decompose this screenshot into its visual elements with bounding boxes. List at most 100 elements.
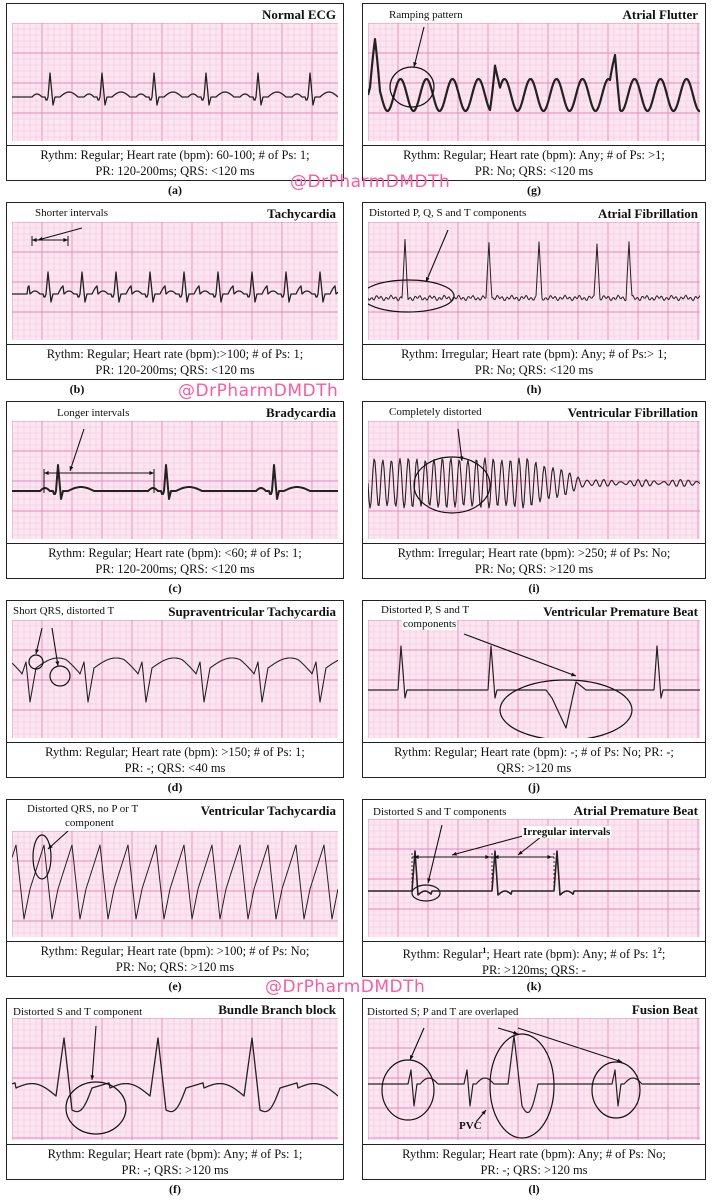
panel-c-bradycardia: Bradycardia Longer intervals Rythm: Regu… bbox=[6, 401, 344, 597]
panel-k-footnote-2: 2 bbox=[657, 946, 662, 955]
panel-j-annotation-line1: Distorted P, S and T bbox=[380, 604, 471, 616]
panel-k-caption-line1: Rythm: Regular1; Heart rate (bpm): Any; … bbox=[362, 943, 706, 962]
ecg-strip-l bbox=[368, 1018, 700, 1140]
grid-background bbox=[368, 819, 700, 937]
panel-c-caption-line2: PR: 120-200ms; QRS: <120 ms bbox=[95, 562, 255, 576]
annotation-ellipse bbox=[499, 679, 633, 738]
interval-arrow bbox=[494, 855, 518, 859]
panel-g-letter: (g) bbox=[527, 183, 541, 197]
grid-background bbox=[12, 620, 338, 738]
panel-k-atrial-premature-beat: Atrial Premature Beat Distorted S and T … bbox=[362, 799, 706, 995]
panel-e-letter: (e) bbox=[168, 979, 182, 993]
panel-i-title: Ventricular Fibrillation bbox=[565, 405, 700, 421]
ecg-strip-d bbox=[12, 620, 338, 738]
annotation-arrow bbox=[37, 227, 83, 241]
watermark-2: @DrPharmDMDTh bbox=[178, 381, 339, 401]
panel-d-title: Supraventricular Tachycardia bbox=[166, 604, 338, 620]
interval-arrow bbox=[50, 238, 68, 242]
panel-l-caption-line1: Rythm: Regular; Heart rate (bpm): Any; #… bbox=[402, 1147, 666, 1161]
panel-d-caption-line1: Rythm: Regular; Heart rate (bpm): >150; … bbox=[45, 745, 305, 759]
ecg-trace bbox=[368, 645, 700, 729]
annotation-arrow bbox=[90, 1025, 97, 1081]
panel-a-caption-line1: Rythm: Regular; Heart rate (bpm): 60-100… bbox=[40, 148, 310, 162]
panel-l-letter: (l) bbox=[528, 1182, 540, 1196]
annotation-arrow bbox=[35, 627, 43, 655]
panel-l-fusion-beat: Fusion Beat Distorted S; P and T are ove… bbox=[362, 998, 706, 1198]
panel-j-ventricular-premature-beat: Ventricular Premature Beat Distorted P, … bbox=[362, 600, 706, 796]
ecg-strip-h bbox=[368, 222, 700, 340]
panel-g-caption-line1: Rythm: Regular; Heart rate (bpm): Any; #… bbox=[403, 148, 665, 162]
panel-h-letter: (h) bbox=[526, 382, 542, 396]
ecg-trace bbox=[368, 239, 700, 302]
ecg-trace bbox=[12, 271, 338, 303]
panel-f-caption-line2: PR: -; QRS: >120 ms bbox=[121, 1163, 229, 1177]
panel-j-letter: (j) bbox=[528, 780, 540, 794]
ecg-strip-f bbox=[12, 1018, 338, 1140]
ecg-strip-a bbox=[12, 23, 338, 141]
panel-i-ventricular-fibrillation: Ventricular Fibrillation Completely dist… bbox=[362, 401, 706, 597]
ecg-strip-g bbox=[368, 23, 700, 141]
panel-i-letter: (i) bbox=[528, 581, 540, 595]
panel-i-caption-line1: Rythm: Irregular; Heart rate (bpm): >250… bbox=[397, 546, 671, 560]
ecg-trace bbox=[368, 850, 700, 896]
grid-background bbox=[12, 222, 338, 340]
interval-arrow bbox=[99, 471, 154, 475]
watermark-3: @DrPharmDMDTh bbox=[265, 977, 426, 997]
ecg-trace bbox=[12, 72, 338, 106]
panel-j-caption-line2: QRS: >120 ms bbox=[496, 761, 572, 775]
ecg-strip-k bbox=[368, 819, 700, 937]
panel-f-caption: Rythm: Regular; Heart rate (bpm): Any; #… bbox=[6, 1144, 344, 1178]
panel-h-caption-line1: Rythm: Irregular; Heart rate (bpm): Any;… bbox=[401, 347, 667, 361]
panel-e-annotation-line2: component bbox=[64, 817, 115, 829]
ecg-strip-j bbox=[368, 620, 700, 738]
grid-background bbox=[368, 620, 700, 738]
annotation-arrow bbox=[47, 831, 69, 850]
ecg-grid bbox=[368, 421, 700, 539]
interval-arrow bbox=[44, 471, 99, 475]
annotation-ellipse bbox=[591, 1061, 641, 1119]
panel-i-caption-line2: PR: No; QRS: >120 ms bbox=[474, 562, 594, 576]
ecg-trace bbox=[12, 464, 338, 500]
annotation-ellipse bbox=[413, 456, 491, 514]
panel-k-caption-line1-pre: Rythm: Regular bbox=[402, 947, 483, 962]
panel-k-caption-line2: PR: >120ms; QRS: - bbox=[482, 963, 586, 978]
panel-k-letter: (k) bbox=[526, 979, 542, 993]
watermark-1: @DrPharmDMDTh bbox=[290, 172, 451, 192]
panel-h-annotation: Distorted P, Q, S and T components bbox=[368, 207, 528, 219]
panel-e-ventricular-tachycardia: Ventricular Tachycardia Distorted QRS, n… bbox=[6, 799, 344, 995]
panel-g-caption: Rythm: Regular; Heart rate (bpm): Any; #… bbox=[362, 145, 706, 179]
panel-h-atrial-fibrillation: Atrial Fibrillation Distorted P, Q, S an… bbox=[362, 202, 706, 398]
grid-background bbox=[12, 23, 338, 141]
ecg-strip-b bbox=[12, 222, 338, 340]
panel-c-annotation: Longer intervals bbox=[56, 407, 131, 419]
ecg-trace bbox=[368, 1035, 700, 1114]
panel-f-title: Bundle Branch block bbox=[216, 1002, 338, 1018]
panel-b-letter: (b) bbox=[69, 382, 85, 396]
panel-k-footnote-1: 1 bbox=[482, 946, 487, 955]
annotation-arrow bbox=[425, 229, 449, 283]
annotation-ellipse bbox=[32, 834, 52, 880]
panel-k-annotation-intervals: Irregular intervals bbox=[522, 826, 612, 838]
interval-arrow bbox=[452, 855, 490, 859]
panel-g-annotation: Ramping pattern bbox=[388, 9, 464, 21]
interval-arrow bbox=[414, 855, 452, 859]
grid-background bbox=[12, 1018, 338, 1140]
panel-k-caption: Rythm: Regular1; Heart rate (bpm): Any; … bbox=[362, 941, 706, 978]
panel-c-caption: Rythm: Regular; Heart rate (bpm): <60; #… bbox=[6, 543, 344, 577]
panel-h-title: Atrial Fibrillation bbox=[595, 206, 700, 222]
panel-j-caption-line1: Rythm: Regular; Heart rate (bpm): -; # o… bbox=[394, 745, 674, 759]
ecg-trace bbox=[368, 457, 700, 509]
ecg-trace bbox=[368, 38, 700, 112]
annotation-ellipse bbox=[28, 654, 44, 670]
panel-c-caption-line1: Rythm: Regular; Heart rate (bpm): <60; #… bbox=[48, 546, 302, 560]
ecg-grid bbox=[368, 23, 700, 141]
panel-h-caption: Rythm: Irregular; Heart rate (bpm): Any;… bbox=[362, 344, 706, 378]
annotation-arrow bbox=[427, 824, 443, 884]
panel-d-letter: (d) bbox=[167, 780, 183, 794]
panel-c-title: Bradycardia bbox=[263, 405, 338, 421]
panel-a-normal-ecg: Normal ECG Rythm: Regular; Heart rate (b… bbox=[6, 3, 344, 199]
ecg-grid bbox=[368, 819, 700, 937]
annotation-arrow bbox=[497, 1027, 519, 1035]
annotation-arrow bbox=[413, 26, 425, 68]
annotation-ellipse bbox=[65, 1081, 127, 1135]
